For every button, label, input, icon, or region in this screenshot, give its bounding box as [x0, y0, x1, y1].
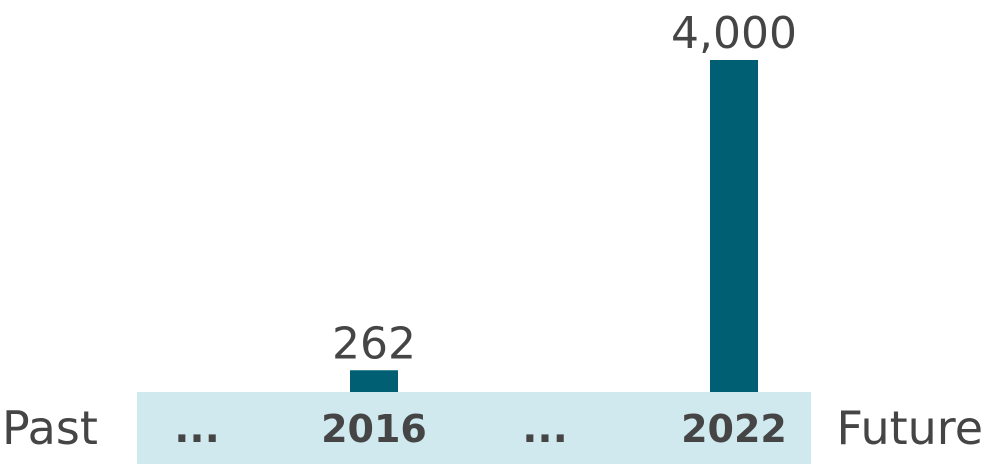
bars-layer [350, 60, 758, 392]
bar [710, 60, 758, 392]
category-labels-layer: ... 2016... 2022 [174, 406, 787, 452]
axis-left-label: Past [2, 401, 98, 455]
category-label: ... [522, 406, 568, 452]
category-label: ... [174, 406, 220, 452]
timeline-band [137, 392, 811, 464]
category-label: 2022 [681, 407, 787, 451]
bar [350, 370, 398, 392]
category-label: 2016 [321, 407, 427, 451]
value-labels-layer: 262 4,000 [332, 8, 797, 369]
value-label: 4,000 [671, 8, 797, 59]
value-label: 262 [332, 318, 416, 369]
axis-right-label: Future [837, 401, 984, 455]
